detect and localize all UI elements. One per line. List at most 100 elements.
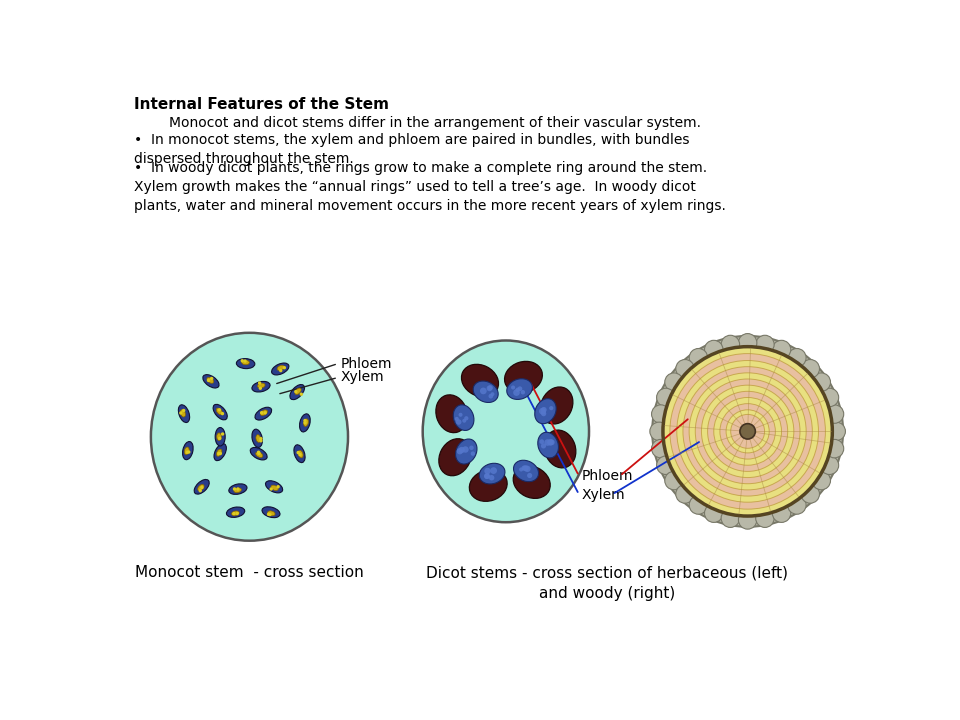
Circle shape: [294, 390, 298, 393]
Ellipse shape: [217, 433, 222, 441]
Circle shape: [218, 408, 221, 412]
Ellipse shape: [151, 333, 348, 541]
Circle shape: [257, 451, 260, 454]
Circle shape: [185, 451, 189, 454]
Circle shape: [689, 348, 708, 367]
Ellipse shape: [514, 460, 539, 482]
Text: Monocot and dicot stems differ in the arrangement of their vascular system.: Monocot and dicot stems differ in the ar…: [134, 116, 701, 130]
Ellipse shape: [203, 374, 219, 388]
Circle shape: [721, 509, 739, 528]
Circle shape: [522, 465, 529, 472]
Circle shape: [219, 451, 222, 455]
Ellipse shape: [182, 441, 193, 459]
Circle shape: [488, 385, 492, 390]
Circle shape: [676, 485, 694, 503]
Circle shape: [300, 392, 303, 396]
Ellipse shape: [456, 439, 477, 464]
Circle shape: [457, 448, 463, 454]
Ellipse shape: [242, 360, 250, 365]
Circle shape: [233, 487, 236, 490]
Circle shape: [299, 453, 301, 456]
Circle shape: [465, 416, 468, 420]
Circle shape: [235, 512, 239, 515]
Ellipse shape: [514, 466, 550, 498]
Ellipse shape: [227, 507, 245, 518]
Ellipse shape: [422, 341, 589, 522]
Ellipse shape: [505, 361, 542, 393]
Text: Phloem: Phloem: [582, 469, 633, 483]
Circle shape: [263, 411, 267, 415]
Circle shape: [236, 487, 240, 491]
Circle shape: [469, 446, 473, 450]
Circle shape: [726, 410, 769, 453]
Circle shape: [206, 379, 210, 382]
Circle shape: [484, 473, 490, 479]
Ellipse shape: [295, 388, 301, 395]
Ellipse shape: [540, 387, 573, 424]
Ellipse shape: [535, 399, 556, 423]
Circle shape: [484, 468, 491, 474]
Ellipse shape: [479, 463, 505, 484]
Circle shape: [180, 411, 182, 415]
Ellipse shape: [303, 419, 308, 426]
Ellipse shape: [231, 511, 239, 516]
Circle shape: [527, 473, 532, 478]
Circle shape: [487, 385, 492, 391]
Circle shape: [489, 394, 493, 398]
Ellipse shape: [255, 408, 272, 420]
Ellipse shape: [290, 384, 304, 400]
Circle shape: [455, 417, 459, 421]
Circle shape: [695, 379, 800, 484]
Circle shape: [524, 466, 531, 472]
Ellipse shape: [300, 414, 310, 432]
Circle shape: [738, 510, 756, 529]
Ellipse shape: [436, 395, 468, 433]
Circle shape: [787, 348, 806, 367]
Circle shape: [270, 487, 273, 491]
Circle shape: [258, 382, 261, 384]
Circle shape: [517, 387, 522, 391]
Ellipse shape: [271, 485, 278, 490]
Circle shape: [801, 359, 820, 378]
Ellipse shape: [234, 488, 242, 492]
Circle shape: [683, 366, 812, 496]
Circle shape: [210, 377, 213, 380]
Circle shape: [827, 422, 846, 441]
Circle shape: [676, 359, 694, 378]
Circle shape: [232, 512, 235, 516]
Circle shape: [652, 439, 670, 458]
Circle shape: [731, 415, 764, 449]
Ellipse shape: [453, 405, 474, 431]
Ellipse shape: [462, 364, 498, 397]
Circle shape: [663, 346, 832, 516]
Circle shape: [516, 387, 520, 392]
Ellipse shape: [538, 432, 559, 458]
Ellipse shape: [184, 447, 189, 454]
Circle shape: [549, 440, 555, 445]
Text: Dicot stems - cross section of herbaceous (left)
and woody (right): Dicot stems - cross section of herbaceou…: [426, 565, 788, 601]
Ellipse shape: [251, 447, 267, 460]
Circle shape: [259, 437, 263, 441]
Circle shape: [670, 354, 826, 509]
Circle shape: [812, 373, 830, 392]
Circle shape: [540, 439, 544, 444]
Circle shape: [721, 336, 739, 354]
Circle shape: [664, 472, 684, 490]
Ellipse shape: [277, 365, 284, 371]
Ellipse shape: [256, 435, 261, 442]
Circle shape: [491, 467, 497, 474]
Circle shape: [713, 397, 781, 465]
Circle shape: [221, 432, 225, 436]
Ellipse shape: [544, 430, 576, 468]
Circle shape: [276, 485, 279, 488]
Text: Phloem: Phloem: [340, 356, 392, 371]
Ellipse shape: [179, 405, 190, 423]
Circle shape: [182, 409, 185, 412]
Circle shape: [812, 472, 830, 490]
Text: Monocot stem  - cross section: Monocot stem - cross section: [135, 565, 364, 580]
Circle shape: [652, 336, 843, 527]
Text: •  In woody dicot plants, the rings grow to make a complete ring around the stem: • In woody dicot plants, the rings grow …: [134, 161, 726, 213]
Circle shape: [539, 408, 545, 415]
Circle shape: [303, 421, 307, 425]
Circle shape: [511, 385, 516, 390]
